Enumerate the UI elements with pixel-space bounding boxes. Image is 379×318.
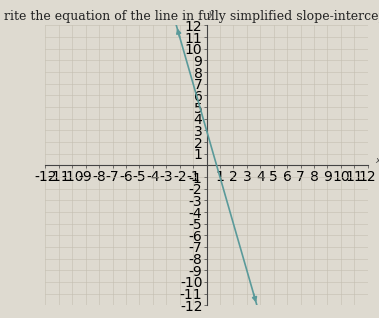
Text: x: x [376, 156, 379, 165]
Text: y: y [208, 10, 213, 18]
Text: rite the equation of the line in fully simplified slope-intercept form.: rite the equation of the line in fully s… [4, 10, 379, 23]
